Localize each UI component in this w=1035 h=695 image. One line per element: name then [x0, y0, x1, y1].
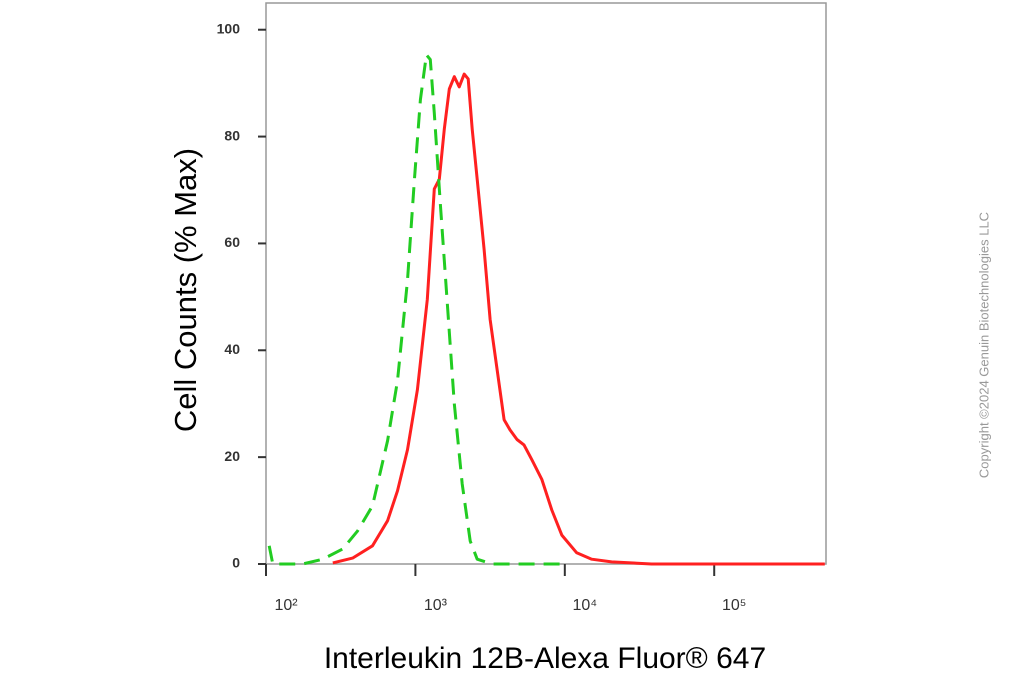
x-axis-title: Interleukin 12B-Alexa Fluor® 647: [324, 642, 766, 675]
series-line: [332, 72, 825, 566]
x-tick-label: 10⁵: [722, 597, 746, 614]
y-tick-label: 40: [224, 341, 240, 357]
y-tick-label: 100: [217, 20, 241, 36]
y-axis-title: Cell Counts (% Max): [168, 148, 203, 432]
plot-frame: [265, 2, 827, 565]
y-tick-label: 20: [224, 448, 240, 464]
x-tick-label: 10⁴: [572, 597, 597, 614]
x-tick-label: 10³: [424, 597, 448, 614]
watermark: Copyright ©2024 Genuin Biotechnologies L…: [976, 212, 991, 478]
y-tick-label: 0: [232, 555, 240, 571]
series-line: [267, 53, 562, 566]
y-tick-label: 80: [224, 127, 240, 143]
x-tick-label: 10²: [274, 597, 298, 614]
y-tick-label: 60: [224, 234, 240, 250]
